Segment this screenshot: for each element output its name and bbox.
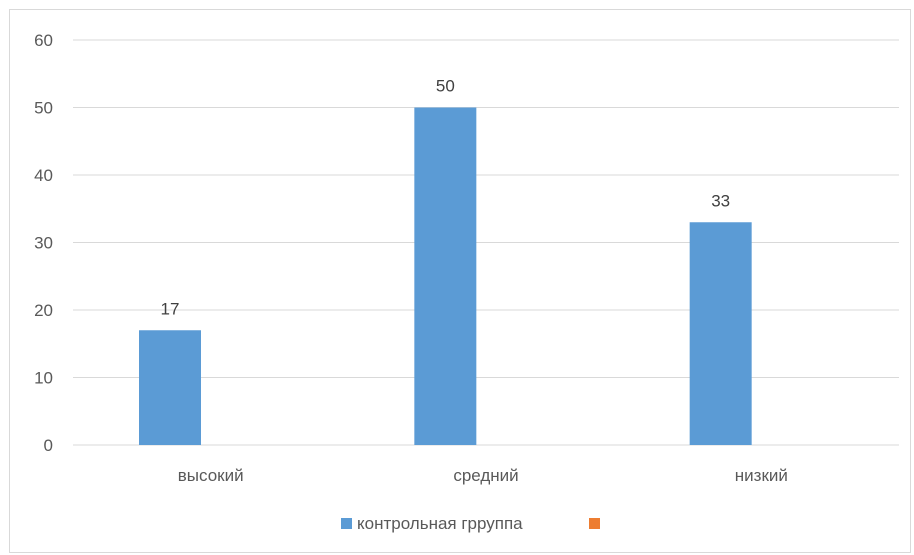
legend: контрольная грруппа	[341, 514, 600, 533]
bar-1	[139, 330, 201, 445]
gridlines	[73, 39, 899, 446]
legend-swatch-series-1	[341, 518, 352, 529]
data-label-1: 17	[161, 299, 180, 318]
y-tick-label: 30	[34, 234, 53, 253]
legend-label-series-1: контрольная грруппа	[357, 514, 523, 533]
x-tick-label: высокий	[178, 466, 244, 485]
x-tick-label: средний	[453, 466, 518, 485]
bars	[139, 107, 752, 445]
y-tick-label: 50	[34, 99, 53, 118]
data-label-3: 33	[711, 191, 730, 210]
y-tick-label: 40	[34, 166, 53, 185]
bar-3	[689, 222, 752, 445]
data-label-2: 50	[436, 77, 455, 96]
bar-2	[414, 107, 477, 445]
data-labels: 17 50 33	[161, 77, 731, 319]
legend-swatch-series-2	[589, 518, 600, 529]
y-tick-label: 20	[34, 301, 53, 320]
x-axis-ticks: высокий средний низкий	[178, 466, 788, 485]
y-tick-label: 10	[34, 369, 53, 388]
y-tick-label: 0	[44, 436, 53, 455]
y-tick-label: 60	[34, 31, 53, 50]
x-tick-label: низкий	[735, 466, 788, 485]
y-axis-ticks: 0 10 20 30 40 50 60	[34, 31, 53, 455]
